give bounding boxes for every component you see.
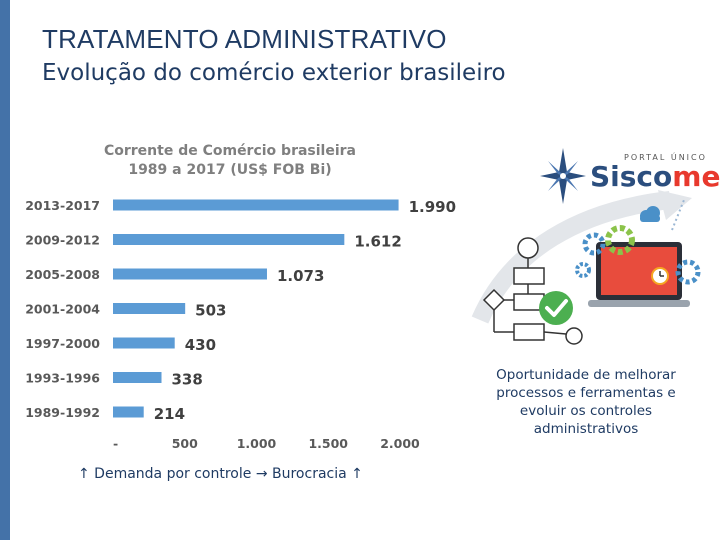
brand-tagline: PORTAL ÚNICO xyxy=(624,153,707,162)
compass-star-icon xyxy=(540,148,586,204)
brand-name-accent: mex xyxy=(672,160,720,193)
bar-value-label: 1.990 xyxy=(409,198,456,216)
category-label: 2005-2008 xyxy=(25,267,100,282)
process-illustration xyxy=(471,190,701,345)
chart-title-line-1: Corrente de Comércio brasileira xyxy=(103,143,357,159)
category-label: 1989-1992 xyxy=(25,405,100,420)
bar xyxy=(113,406,144,418)
check-badge-icon xyxy=(539,291,573,325)
x-tick-label: 2.000 xyxy=(380,436,420,451)
cloud-icon xyxy=(640,206,660,222)
bar xyxy=(113,337,175,349)
dotted-arrow-icon xyxy=(671,199,685,231)
siscomex-logo xyxy=(538,146,708,206)
bar-value-label: 503 xyxy=(195,302,226,320)
category-label: 2013-2017 xyxy=(25,198,100,213)
chart-title: Corrente de Comércio brasileira 1989 a 2… xyxy=(80,142,380,180)
slide-title: TRATAMENTO ADMINISTRATIVO xyxy=(42,24,447,54)
bar-value-label: 1.073 xyxy=(277,267,324,285)
slide-accent-bar xyxy=(0,0,10,540)
x-tick-label: 1.000 xyxy=(237,436,277,451)
laptop-icon xyxy=(588,242,690,307)
improvement-note: Oportunidade de melhorar processos e fer… xyxy=(496,367,676,437)
brand-name: Siscomex xyxy=(590,160,720,193)
bar-value-label: 1.612 xyxy=(354,233,401,251)
slide-subtitle: Evolução do comércio exterior brasileiro xyxy=(42,60,506,86)
bar-value-label: 430 xyxy=(185,336,216,354)
category-label: 2009-2012 xyxy=(25,233,100,248)
chart-footer-note: ↑ Demanda por controle → Burocracia ↑ xyxy=(78,466,363,482)
flowchart-icon xyxy=(482,237,583,345)
bar xyxy=(113,199,399,211)
bar-value-label: 214 xyxy=(154,405,185,423)
x-tick-label: 1.500 xyxy=(308,436,348,451)
gear-icon xyxy=(575,225,701,285)
bar xyxy=(113,268,267,280)
x-tick-label: 500 xyxy=(172,436,198,451)
growth-arrow-head xyxy=(658,190,692,220)
x-tick-label: - xyxy=(113,436,118,451)
clock-icon xyxy=(651,267,669,285)
category-label: 1997-2000 xyxy=(25,336,100,351)
category-label: 2001-2004 xyxy=(25,302,100,317)
bar xyxy=(113,303,186,314)
bar xyxy=(113,372,162,383)
bar xyxy=(113,234,345,245)
brand-name-main: Sisco xyxy=(590,160,673,193)
bar-chart: 2013-2017 1.990 2009-2012 1.612 2005-2008 1.0… xyxy=(25,198,456,451)
category-label: 1993-1996 xyxy=(25,371,100,386)
chart-title-line-2: 1989 a 2017 (US$ FOB Bi) xyxy=(128,162,332,178)
bar-value-label: 338 xyxy=(172,371,203,389)
